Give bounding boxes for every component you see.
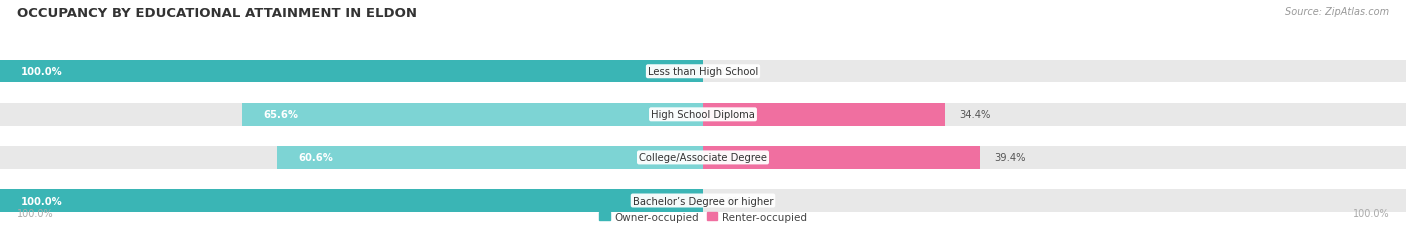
Bar bbox=[277, 147, 703, 169]
Text: OCCUPANCY BY EDUCATIONAL ATTAINMENT IN ELDON: OCCUPANCY BY EDUCATIONAL ATTAINMENT IN E… bbox=[17, 7, 416, 20]
Bar bbox=[0, 189, 703, 212]
Bar bbox=[0, 61, 703, 83]
Text: Less than High School: Less than High School bbox=[648, 67, 758, 77]
Bar bbox=[703, 104, 945, 126]
Bar bbox=[703, 147, 980, 169]
Text: 65.6%: 65.6% bbox=[263, 110, 298, 120]
Legend: Owner-occupied, Renter-occupied: Owner-occupied, Renter-occupied bbox=[595, 208, 811, 226]
Text: Source: ZipAtlas.com: Source: ZipAtlas.com bbox=[1285, 7, 1389, 17]
Text: 60.6%: 60.6% bbox=[298, 153, 333, 163]
Bar bbox=[0, 61, 1406, 83]
Text: Bachelor’s Degree or higher: Bachelor’s Degree or higher bbox=[633, 196, 773, 206]
Text: 100.0%: 100.0% bbox=[21, 196, 63, 206]
Bar bbox=[0, 189, 1406, 212]
Text: 100.0%: 100.0% bbox=[21, 67, 63, 77]
Text: 34.4%: 34.4% bbox=[959, 110, 990, 120]
Text: 39.4%: 39.4% bbox=[994, 153, 1025, 163]
Text: High School Diploma: High School Diploma bbox=[651, 110, 755, 120]
Text: College/Associate Degree: College/Associate Degree bbox=[638, 153, 768, 163]
Text: 100.0%: 100.0% bbox=[17, 208, 53, 218]
Text: 0.0%: 0.0% bbox=[717, 196, 742, 206]
Text: 100.0%: 100.0% bbox=[1353, 208, 1389, 218]
Text: 0.0%: 0.0% bbox=[717, 67, 742, 77]
Bar bbox=[242, 104, 703, 126]
Bar bbox=[0, 147, 1406, 169]
Bar bbox=[0, 104, 1406, 126]
